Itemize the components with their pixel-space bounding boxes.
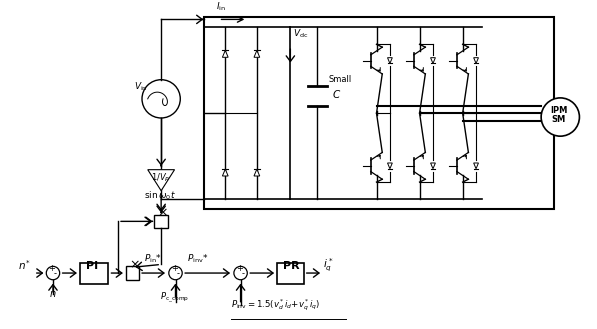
Text: $P_{\rm in}$*: $P_{\rm in}$* xyxy=(144,253,162,265)
Text: $P_{\rm inv}{=}1.5(v_d^*i_d{+}v_q^*i_q)$: $P_{\rm inv}{=}1.5(v_d^*i_d{+}v_q^*i_q)$ xyxy=(231,297,320,313)
Polygon shape xyxy=(387,58,392,63)
Text: -: - xyxy=(177,269,180,278)
Circle shape xyxy=(47,266,60,280)
Text: PI: PI xyxy=(87,261,99,271)
Text: $V_{\rm in}$: $V_{\rm in}$ xyxy=(134,80,148,93)
Text: PR: PR xyxy=(283,261,299,271)
Text: -: - xyxy=(54,269,57,278)
Text: IPM: IPM xyxy=(550,106,567,115)
Polygon shape xyxy=(254,50,260,57)
Text: $i_q^*$: $i_q^*$ xyxy=(323,257,333,274)
Circle shape xyxy=(541,98,580,136)
Text: +: + xyxy=(171,264,177,273)
Polygon shape xyxy=(387,163,392,169)
Text: $P_{\rm inv}$*: $P_{\rm inv}$* xyxy=(187,253,208,265)
Bar xyxy=(126,266,139,280)
Text: $n$: $n$ xyxy=(49,289,57,299)
Text: SM: SM xyxy=(552,115,566,124)
Text: $V_{\rm dc}$: $V_{\rm dc}$ xyxy=(293,28,309,40)
Polygon shape xyxy=(223,50,228,57)
Text: Small: Small xyxy=(329,75,352,84)
Bar xyxy=(204,17,553,209)
Polygon shape xyxy=(254,169,260,176)
Polygon shape xyxy=(223,169,228,176)
Text: +: + xyxy=(48,264,55,273)
Text: $\times$: $\times$ xyxy=(128,258,139,271)
Polygon shape xyxy=(473,58,478,63)
Bar xyxy=(155,215,168,228)
Bar xyxy=(80,263,109,284)
Polygon shape xyxy=(430,163,435,169)
Text: $\times$: $\times$ xyxy=(158,207,168,219)
Text: $n^{*}$: $n^{*}$ xyxy=(17,258,30,272)
Text: $\sin\omega_0 t$: $\sin\omega_0 t$ xyxy=(144,190,176,202)
Circle shape xyxy=(234,266,247,280)
Circle shape xyxy=(169,266,182,280)
Text: +: + xyxy=(236,264,242,273)
Polygon shape xyxy=(147,170,174,191)
Text: $1/V_P$: $1/V_P$ xyxy=(150,171,170,184)
Text: -: - xyxy=(242,269,245,278)
Text: $C$: $C$ xyxy=(331,88,341,100)
Bar xyxy=(277,263,304,284)
Text: $I_{\rm in}$: $I_{\rm in}$ xyxy=(216,1,226,13)
Polygon shape xyxy=(430,58,435,63)
Circle shape xyxy=(142,80,180,118)
Text: $P_{\rm c\_comp}$: $P_{\rm c\_comp}$ xyxy=(160,291,189,305)
Polygon shape xyxy=(473,163,478,169)
